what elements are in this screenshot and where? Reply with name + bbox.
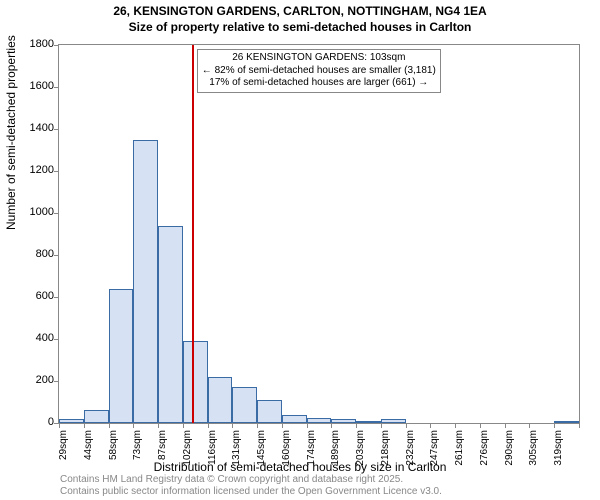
y-tick-label: 1600 <box>30 80 54 92</box>
y-tick-label: 800 <box>36 248 54 260</box>
x-tick-label: 102sqm <box>182 430 193 470</box>
y-tick-label: 1200 <box>30 164 54 176</box>
x-tick <box>554 423 555 428</box>
x-tick <box>59 423 60 428</box>
title-line-1: 26, KENSINGTON GARDENS, CARLTON, NOTTING… <box>113 4 486 18</box>
histogram-bar <box>232 387 257 423</box>
x-tick <box>455 423 456 428</box>
y-tick <box>54 255 59 256</box>
y-tick-label: 0 <box>48 416 54 428</box>
annotation-line-3: 17% of semi-detached houses are larger (… <box>209 77 428 88</box>
x-tick <box>480 423 481 428</box>
x-tick-label: 276sqm <box>479 430 490 470</box>
chart-container: 26, KENSINGTON GARDENS, CARLTON, NOTTING… <box>0 0 600 500</box>
histogram-bar <box>208 377 233 423</box>
histogram-bar <box>183 341 208 423</box>
x-tick-label: 29sqm <box>58 430 69 470</box>
footnote: Contains HM Land Registry data © Crown c… <box>60 474 442 498</box>
histogram-bar <box>59 419 84 423</box>
x-tick-label: 261sqm <box>454 430 465 470</box>
x-tick <box>183 423 184 428</box>
x-tick-label: 218sqm <box>380 430 391 470</box>
y-tick <box>54 129 59 130</box>
x-tick-label: 174sqm <box>306 430 317 470</box>
footnote-line-1: Contains HM Land Registry data © Crown c… <box>60 474 403 485</box>
histogram-bar <box>133 140 158 424</box>
x-tick-label: 116sqm <box>207 430 218 470</box>
x-tick-label: 160sqm <box>281 430 292 470</box>
x-tick <box>579 423 580 428</box>
y-tick <box>54 171 59 172</box>
x-tick <box>529 423 530 428</box>
y-tick-label: 600 <box>36 290 54 302</box>
x-tick-label: 290sqm <box>504 430 515 470</box>
histogram-bar <box>257 400 282 423</box>
histogram-bar <box>307 418 332 423</box>
histogram-bar <box>356 421 381 423</box>
y-tick-label: 400 <box>36 332 54 344</box>
y-tick <box>54 87 59 88</box>
y-tick <box>54 45 59 46</box>
x-tick <box>307 423 308 428</box>
x-tick <box>232 423 233 428</box>
histogram-bar <box>84 410 109 423</box>
x-tick <box>84 423 85 428</box>
x-tick-label: 87sqm <box>157 430 168 470</box>
x-tick-label: 44sqm <box>83 430 94 470</box>
x-tick-label: 232sqm <box>405 430 416 470</box>
x-tick <box>381 423 382 428</box>
x-tick-label: 189sqm <box>330 430 341 470</box>
footnote-line-2: Contains public sector information licen… <box>60 486 442 497</box>
y-tick-label: 1000 <box>30 206 54 218</box>
y-tick-label: 200 <box>36 374 54 386</box>
histogram-bar <box>381 419 406 423</box>
x-tick <box>331 423 332 428</box>
x-tick <box>133 423 134 428</box>
y-tick <box>54 297 59 298</box>
y-tick-label: 1400 <box>30 122 54 134</box>
plot-area: 26 KENSINGTON GARDENS: 103sqm ← 82% of se… <box>58 44 580 424</box>
y-tick <box>54 381 59 382</box>
x-tick <box>430 423 431 428</box>
x-tick-label: 247sqm <box>429 430 440 470</box>
histogram-bar <box>554 421 579 423</box>
title-line-2: Size of property relative to semi-detach… <box>129 20 472 34</box>
histogram-bar <box>282 415 307 423</box>
annotation-line-2: ← 82% of semi-detached houses are smalle… <box>202 65 436 76</box>
x-tick <box>505 423 506 428</box>
histogram-bar <box>331 419 356 423</box>
x-tick-label: 319sqm <box>553 430 564 470</box>
y-tick <box>54 213 59 214</box>
y-tick <box>54 339 59 340</box>
chart-title: 26, KENSINGTON GARDENS, CARLTON, NOTTING… <box>0 0 600 35</box>
x-tick-label: 73sqm <box>132 430 143 470</box>
x-tick <box>109 423 110 428</box>
x-tick-label: 145sqm <box>256 430 267 470</box>
y-axis-label: Number of semi-detached properties <box>4 35 18 230</box>
y-tick-label: 1800 <box>30 38 54 50</box>
histogram-bar <box>109 289 134 423</box>
x-tick <box>257 423 258 428</box>
x-tick <box>406 423 407 428</box>
x-tick-label: 131sqm <box>231 430 242 470</box>
annotation-box: 26 KENSINGTON GARDENS: 103sqm ← 82% of se… <box>197 49 441 93</box>
histogram-bar <box>158 226 183 423</box>
x-tick-label: 58sqm <box>108 430 119 470</box>
reference-line <box>192 45 194 423</box>
x-tick-label: 203sqm <box>355 430 366 470</box>
x-tick <box>208 423 209 428</box>
x-tick <box>282 423 283 428</box>
x-tick <box>158 423 159 428</box>
x-tick-label: 305sqm <box>528 430 539 470</box>
annotation-line-1: 26 KENSINGTON GARDENS: 103sqm <box>232 52 405 63</box>
x-tick <box>356 423 357 428</box>
